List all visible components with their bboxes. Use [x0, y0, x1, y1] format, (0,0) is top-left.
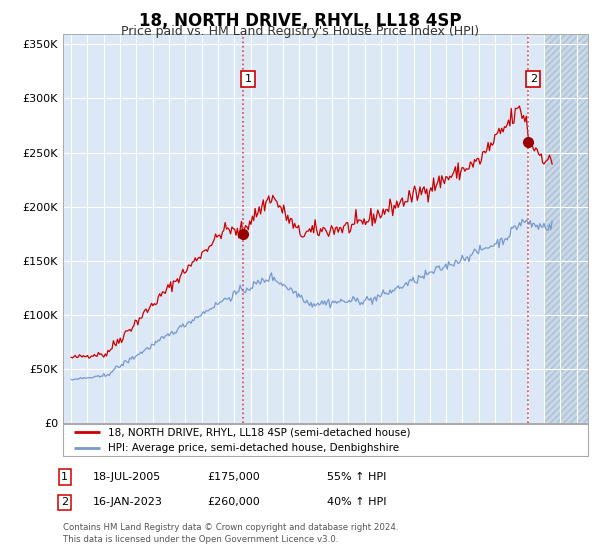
Text: 1: 1	[244, 74, 251, 84]
Text: £260,000: £260,000	[207, 497, 260, 507]
Text: This data is licensed under the Open Government Licence v3.0.: This data is licensed under the Open Gov…	[63, 535, 338, 544]
Text: HPI: Average price, semi-detached house, Denbighshire: HPI: Average price, semi-detached house,…	[107, 444, 399, 453]
FancyBboxPatch shape	[63, 424, 588, 456]
Text: Contains HM Land Registry data © Crown copyright and database right 2024.: Contains HM Land Registry data © Crown c…	[63, 523, 398, 532]
Text: £175,000: £175,000	[207, 472, 260, 482]
Text: Price paid vs. HM Land Registry's House Price Index (HPI): Price paid vs. HM Land Registry's House …	[121, 25, 479, 38]
Text: 16-JAN-2023: 16-JAN-2023	[93, 497, 163, 507]
Bar	[545, 34, 588, 423]
Text: 2: 2	[530, 74, 537, 84]
Bar	[545, 34, 588, 423]
Text: 18-JUL-2005: 18-JUL-2005	[93, 472, 161, 482]
Text: 18, NORTH DRIVE, RHYL, LL18 4SP (semi-detached house): 18, NORTH DRIVE, RHYL, LL18 4SP (semi-de…	[107, 427, 410, 437]
Text: 1: 1	[61, 472, 68, 482]
Text: 40% ↑ HPI: 40% ↑ HPI	[327, 497, 386, 507]
Text: 2: 2	[61, 497, 68, 507]
Text: 18, NORTH DRIVE, RHYL, LL18 4SP: 18, NORTH DRIVE, RHYL, LL18 4SP	[139, 12, 461, 30]
Text: 55% ↑ HPI: 55% ↑ HPI	[327, 472, 386, 482]
